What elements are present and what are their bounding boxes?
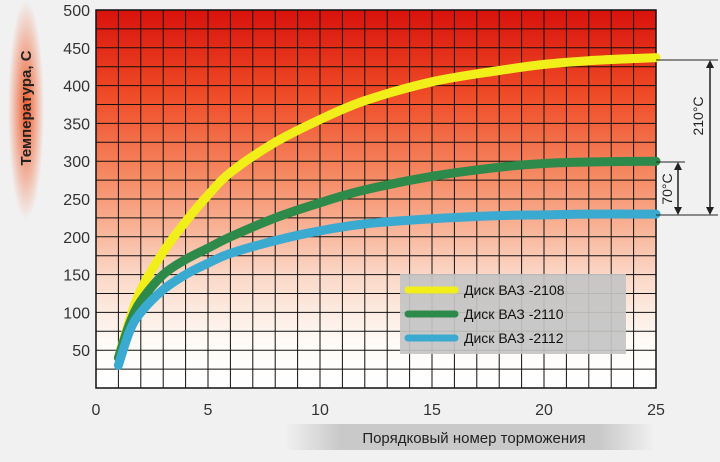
legend-label-2110: Диск ВАЗ -2110 [464,306,564,322]
x-tick-label: 10 [311,402,329,419]
x-tick-label: 15 [423,402,441,419]
y-tick-label: 250 [63,192,90,209]
annotation-210-arrowhead-bottom [706,207,714,215]
x-axis-label-band [285,424,655,450]
legend-label-2112: Диск ВАЗ -2112 [464,330,564,346]
series-lines [113,53,661,370]
y-tick-label: 450 [63,41,90,58]
annotation-70-arrowhead-bottom [674,207,682,215]
plot-border [95,9,657,389]
legend-item-2110: Диск ВАЗ -2110 [404,306,564,322]
annotation-70-label: 70°C [659,173,675,204]
difference-annotations: 210°C 70°C [656,59,718,216]
y-axis-label: Температура, С [18,50,35,165]
y-tick-label: 50 [72,343,90,360]
y-tick-label: 100 [63,305,90,322]
legend: Диск ВАЗ -2108 Диск ВАЗ -2110 Диск ВАЗ -… [400,274,626,354]
legend-item-2108: Диск ВАЗ -2108 [404,282,565,298]
y-tick-label: 200 [63,230,90,247]
x-tick-label: 25 [647,402,665,419]
y-tick-label: 350 [63,116,90,133]
legend-label-2108: Диск ВАЗ -2108 [464,282,565,298]
x-tick-label: 5 [204,402,213,419]
y-tick-label: 500 [63,3,90,20]
series-line-1 [113,156,661,363]
y-tick-label: 300 [63,154,90,171]
y-tick-label: 400 [63,79,90,96]
y-axis-ticks: 50 100 150 200 250 300 350 400 450 500 [63,3,90,360]
annotation-70-arrowhead-top [674,162,682,170]
legend-item-2112: Диск ВАЗ -2112 [404,330,564,346]
annotation-210-arrowhead-top [706,60,714,68]
x-tick-label: 20 [535,402,553,419]
series-line-2 [113,209,661,370]
x-tick-label: 0 [92,402,101,419]
y-axis-label-glow [8,0,44,220]
x-axis-label: Порядковый номер торможения [362,430,585,447]
x-axis-ticks: 0 5 10 15 20 25 [92,402,665,419]
y-tick-label: 150 [63,268,90,285]
series-line-0 [113,53,661,363]
annotation-210-label: 210°C [690,96,706,135]
